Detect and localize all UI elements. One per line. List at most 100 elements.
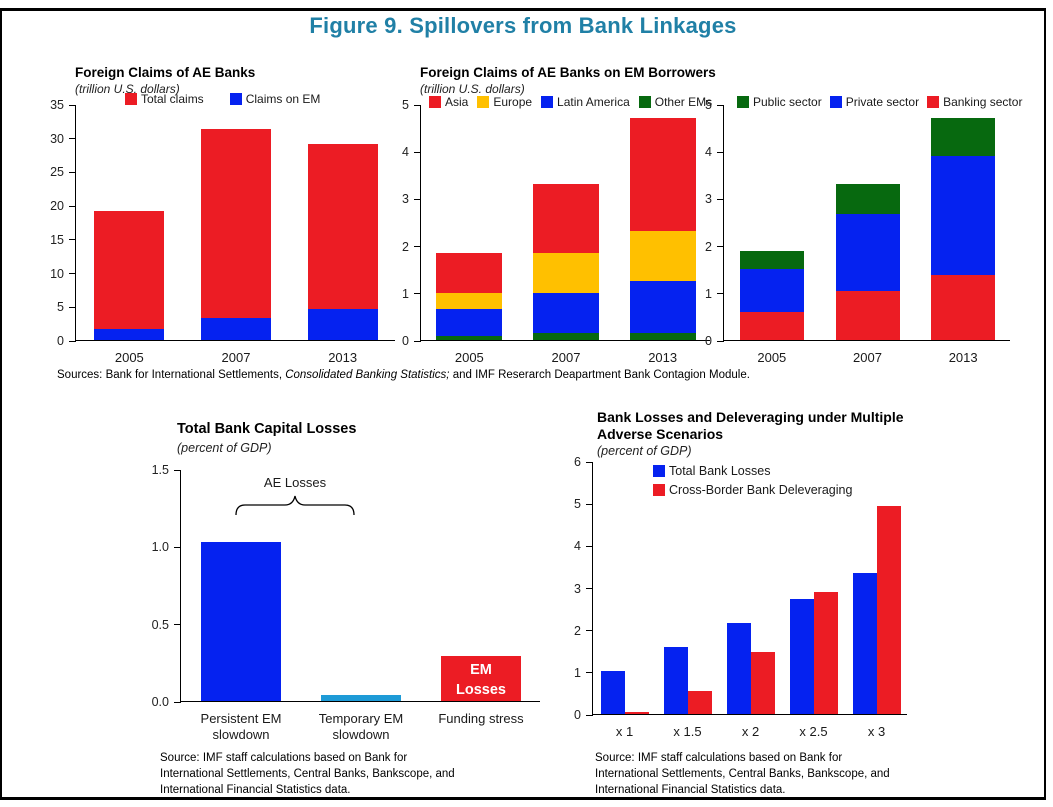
y-tick-label: 2: [574, 623, 581, 638]
y-tick-mark: [69, 306, 76, 308]
x-category-label-2007: 2007: [551, 350, 581, 365]
bar-x-1-5-total-bank-losses: [663, 647, 688, 714]
bar-2005-banking-sector: [739, 311, 804, 340]
y-tick-mark: [414, 293, 421, 295]
total-bank-losses-swatch-icon: [653, 465, 665, 477]
chart4-source-note: Source: IMF staff calculations based on …: [160, 750, 455, 798]
total-claims-swatch-icon: [125, 93, 137, 105]
chart1-title: Foreign Claims of AE Banks: [75, 65, 256, 80]
chart5-title-line1: Bank Losses and Deleveraging under Multi…: [597, 409, 904, 425]
bar-x-1-total-bank-losses: [600, 670, 625, 714]
legend-label: Europe: [493, 95, 533, 109]
y-tick-mark: [586, 588, 593, 589]
other-ems-swatch-icon: [638, 96, 651, 108]
bar-x-3-total-bank-losses: [852, 572, 877, 714]
bar-2013-claims-on-em: [307, 308, 378, 340]
x-category-label-persistent-em-slowdown: Persistent EM slowdown: [200, 711, 282, 742]
bar-funding-stress: EM Losses: [441, 656, 521, 701]
legend-item-banking-sector: Banking sector: [927, 95, 1022, 109]
bar-2007-other-ems: [533, 332, 599, 340]
y-tick-label: 5: [402, 98, 409, 112]
y-tick-label: 30: [50, 131, 64, 146]
y-tick-mark: [69, 104, 76, 106]
y-tick-label: 25: [50, 165, 64, 180]
bar-x-2-total-bank-losses: [726, 623, 751, 714]
y-tick-mark: [69, 273, 76, 275]
y-tick-label: 0: [574, 708, 581, 722]
bar-2013-total-claims: [307, 143, 378, 340]
latin-america-swatch-icon: [541, 96, 554, 108]
y-tick-mark: [69, 171, 76, 173]
y-tick-mark: [174, 546, 181, 548]
bar-2013-banking-sector: [931, 274, 996, 340]
chart3-plot-area: 5 4 3 2 1 0 2005 2007 2013: [705, 98, 1010, 365]
chart5-title-line2: Adverse Scenarios: [597, 426, 724, 442]
source-line: International Settlements, Central Banks…: [160, 768, 455, 780]
y-tick-label: 1: [402, 286, 409, 301]
chart5-source-note: Source: IMF staff calculations based on …: [595, 750, 890, 798]
legend-item-cross-border-bank-deleveraging: Cross-Border Bank Deleveraging: [653, 483, 852, 497]
x-category-label-2005: 2005: [757, 350, 787, 365]
legend-label: Private sector: [845, 95, 920, 109]
bar-x-2-5-total-bank-losses: [789, 598, 814, 714]
y-tick-label: 6: [574, 455, 581, 469]
y-tick-mark: [717, 198, 724, 200]
legend-label: Banking sector: [943, 95, 1023, 109]
bar-2005-asia: [436, 252, 503, 293]
bar-x-2-cross-border-bank-deleveraging: [750, 651, 775, 714]
y-tick-mark: [586, 714, 593, 716]
bar-2005-total-claims: [94, 211, 165, 340]
x-category-label-2005: 2005: [114, 350, 144, 365]
figure-title: Figure 9. Spillovers from Bank Linkages: [309, 13, 737, 38]
legend-item-latin-america: Latin America: [541, 95, 630, 109]
legend-label: Other EMs: [654, 95, 713, 109]
bar-2007-asia: [533, 184, 599, 253]
legend-label: Latin America: [557, 95, 630, 109]
bar-2005-europe: [436, 292, 503, 310]
y-tick-mark: [414, 246, 421, 248]
y-tick-label: 1: [705, 286, 712, 301]
y-tick-label: 5: [574, 497, 581, 512]
x-category-label-x-1-5: x 1.5: [673, 724, 702, 739]
x-category-label-x-2: x 2: [741, 724, 760, 739]
chart4-subtitle: (percent of GDP): [177, 441, 272, 455]
y-tick-label: 10: [50, 266, 64, 281]
y-tick-mark: [414, 104, 421, 106]
bar-2007-latin-america: [533, 292, 599, 333]
bar-x-1-cross-border-bank-deleveraging: [624, 711, 649, 714]
bar-2013-private-sector: [931, 155, 996, 275]
bar-2013-latin-america: [629, 281, 696, 333]
bar-2007-private-sector: [835, 214, 900, 292]
chart4-title: Total Bank Capital Losses: [177, 421, 357, 437]
y-tick-label: 0: [705, 334, 712, 348]
source-line: International Settlements, Central Banks…: [595, 768, 890, 780]
y-tick-mark: [414, 198, 421, 200]
x-category-label-x-3: x 3: [867, 724, 886, 739]
y-tick-label: 0: [402, 334, 409, 348]
x-category-label-2013: 2013: [948, 350, 978, 365]
bar-2005-other-ems: [436, 336, 503, 340]
bar-2007-banking-sector: [835, 291, 900, 340]
y-tick-label: 4: [402, 145, 409, 160]
x-category-label-x-1: x 1: [615, 724, 634, 739]
x-category-label-2013: 2013: [648, 350, 678, 365]
y-tick-mark: [69, 138, 76, 140]
x-category-label-funding-stress: Funding stress: [438, 711, 524, 726]
y-tick-label: 4: [574, 539, 581, 554]
source-line: Source: IMF staff calculations based on …: [160, 752, 408, 764]
public-sector-swatch-icon: [737, 96, 749, 108]
y-tick-label: 3: [705, 192, 712, 207]
y-tick-label: 35: [50, 98, 64, 112]
y-tick-mark: [174, 624, 181, 626]
top-row-source-note: Sources: Bank for International Settleme…: [57, 367, 1007, 383]
chart5-plot-area: 6 5 4 3 2 1 0 x 1 x 1.5 x 2 x 2.5 x 3: [574, 455, 907, 739]
chart5-title: Bank Losses and Deleveraging under Multi…: [597, 409, 904, 443]
europe-swatch-icon: [477, 96, 490, 108]
chart5-legend: Total Bank Losses Cross-Border Bank Delev…: [653, 464, 852, 497]
legend-item-total-claims: Total claims: [125, 92, 204, 106]
y-tick-label: 5: [57, 300, 64, 315]
legend-item-total-bank-losses: Total Bank Losses: [653, 464, 770, 478]
source-line: International Financial Statistics data.: [595, 784, 786, 796]
y-tick-mark: [69, 340, 76, 342]
bar-2005-public-sector: [739, 251, 804, 270]
